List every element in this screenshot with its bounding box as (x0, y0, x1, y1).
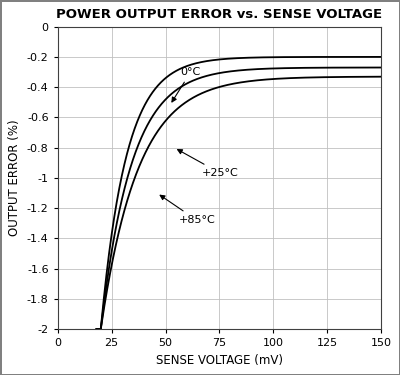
Y-axis label: OUTPUT ERROR (%): OUTPUT ERROR (%) (8, 120, 21, 236)
X-axis label: SENSE VOLTAGE (mV): SENSE VOLTAGE (mV) (156, 354, 283, 367)
Text: +25°C: +25°C (178, 150, 239, 178)
Title: POWER OUTPUT ERROR vs. SENSE VOLTAGE: POWER OUTPUT ERROR vs. SENSE VOLTAGE (56, 8, 382, 21)
Text: 0°C: 0°C (172, 67, 201, 102)
Text: +85°C: +85°C (160, 195, 215, 225)
